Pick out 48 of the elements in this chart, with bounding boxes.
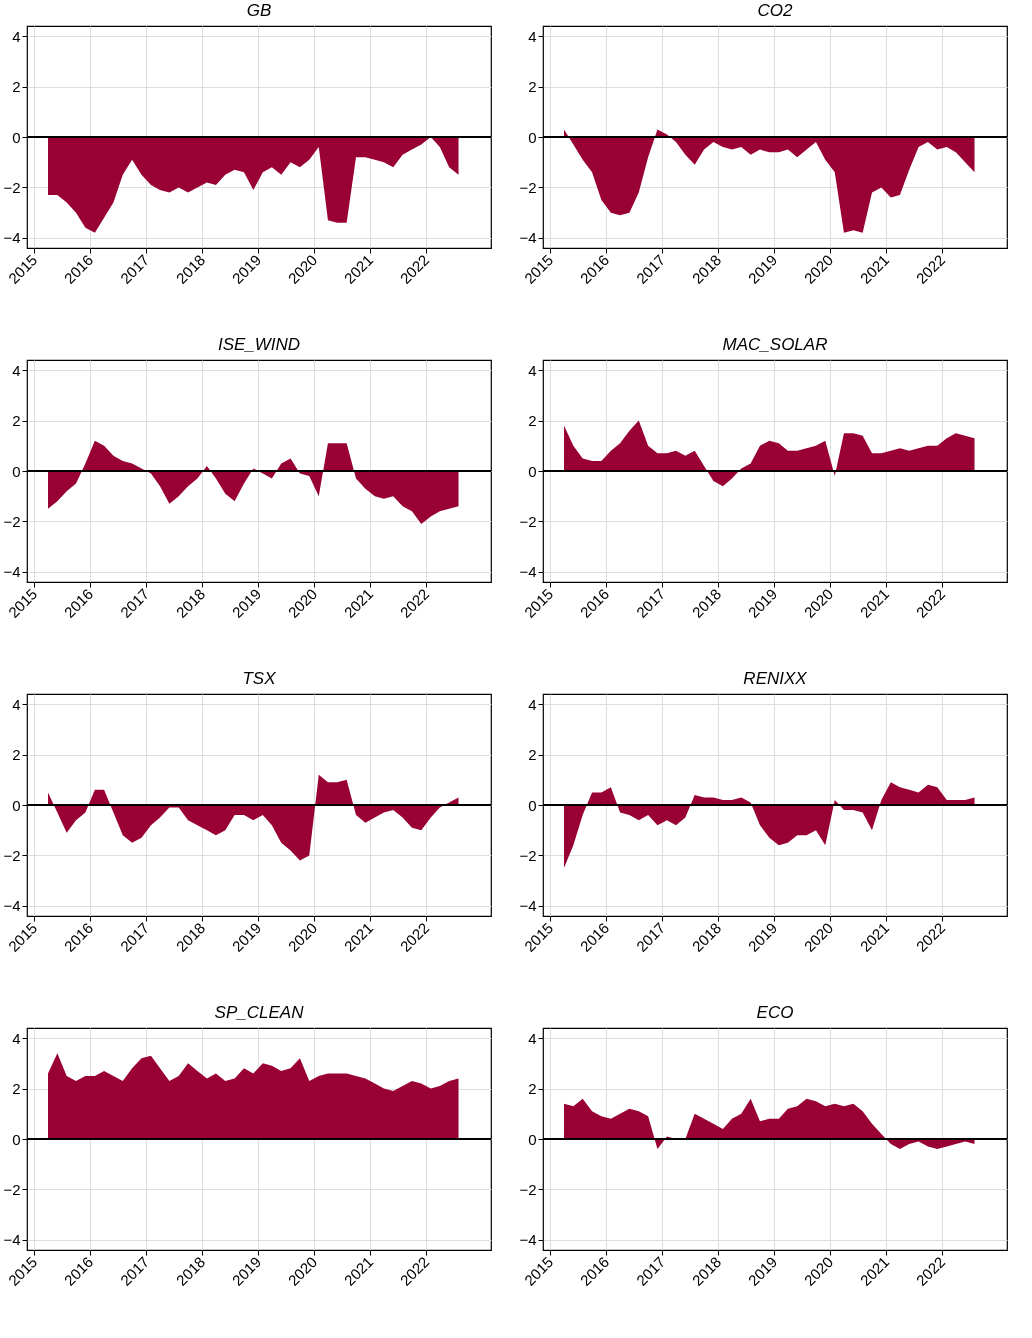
chart-title: MAC_SOLAR (722, 335, 828, 354)
y-tick-label: −4 (3, 563, 21, 581)
y-tick-label: −4 (519, 563, 537, 581)
chart-title: GB (246, 1, 272, 20)
chart-title: RENIXX (743, 669, 808, 688)
y-tick-label: −2 (3, 846, 21, 864)
y-tick-label: 2 (528, 1080, 537, 1098)
y-tick-label: −2 (519, 512, 537, 530)
y-tick-label: 0 (528, 462, 537, 480)
y-tick-label: −4 (519, 1231, 537, 1249)
y-tick-label: 4 (528, 27, 537, 45)
y-tick-label: 4 (528, 1029, 537, 1047)
chart-title: CO2 (757, 1, 794, 20)
y-tick-label: 2 (12, 746, 21, 764)
y-tick-label: 2 (528, 746, 537, 764)
y-tick-label: −4 (519, 229, 537, 247)
y-tick-label: −2 (3, 178, 21, 196)
y-tick-label: 0 (12, 796, 21, 814)
y-tick-label: 4 (12, 361, 21, 379)
y-tick-label: 2 (12, 78, 21, 96)
y-tick-label: −2 (519, 1180, 537, 1198)
y-tick-label: −2 (519, 846, 537, 864)
y-tick-label: 0 (12, 1130, 21, 1148)
y-tick-label: 2 (12, 412, 21, 430)
y-tick-label: 4 (12, 27, 21, 45)
y-tick-label: 0 (12, 462, 21, 480)
y-tick-label: 0 (528, 1130, 537, 1148)
y-tick-label: −2 (519, 178, 537, 196)
chart-title: ISE_WIND (217, 335, 301, 354)
y-tick-label: 4 (12, 695, 21, 713)
y-tick-label: 4 (528, 361, 537, 379)
y-tick-label: 2 (12, 1080, 21, 1098)
y-tick-label: 0 (12, 128, 21, 146)
y-tick-label: 4 (528, 695, 537, 713)
y-tick-label: −2 (3, 512, 21, 530)
y-tick-label: −2 (3, 1180, 21, 1198)
y-tick-label: 0 (528, 128, 537, 146)
y-tick-label: −4 (519, 897, 537, 915)
chart-title: SP_CLEAN (214, 1003, 305, 1022)
y-tick-label: −4 (3, 229, 21, 247)
y-tick-label: 0 (528, 796, 537, 814)
chart-title: ECO (756, 1003, 794, 1022)
y-tick-label: −4 (3, 1231, 21, 1249)
y-tick-label: 2 (528, 412, 537, 430)
y-tick-label: 2 (528, 78, 537, 96)
chart-title: TSX (242, 669, 277, 688)
y-tick-label: 4 (12, 1029, 21, 1047)
y-tick-label: −4 (3, 897, 21, 915)
